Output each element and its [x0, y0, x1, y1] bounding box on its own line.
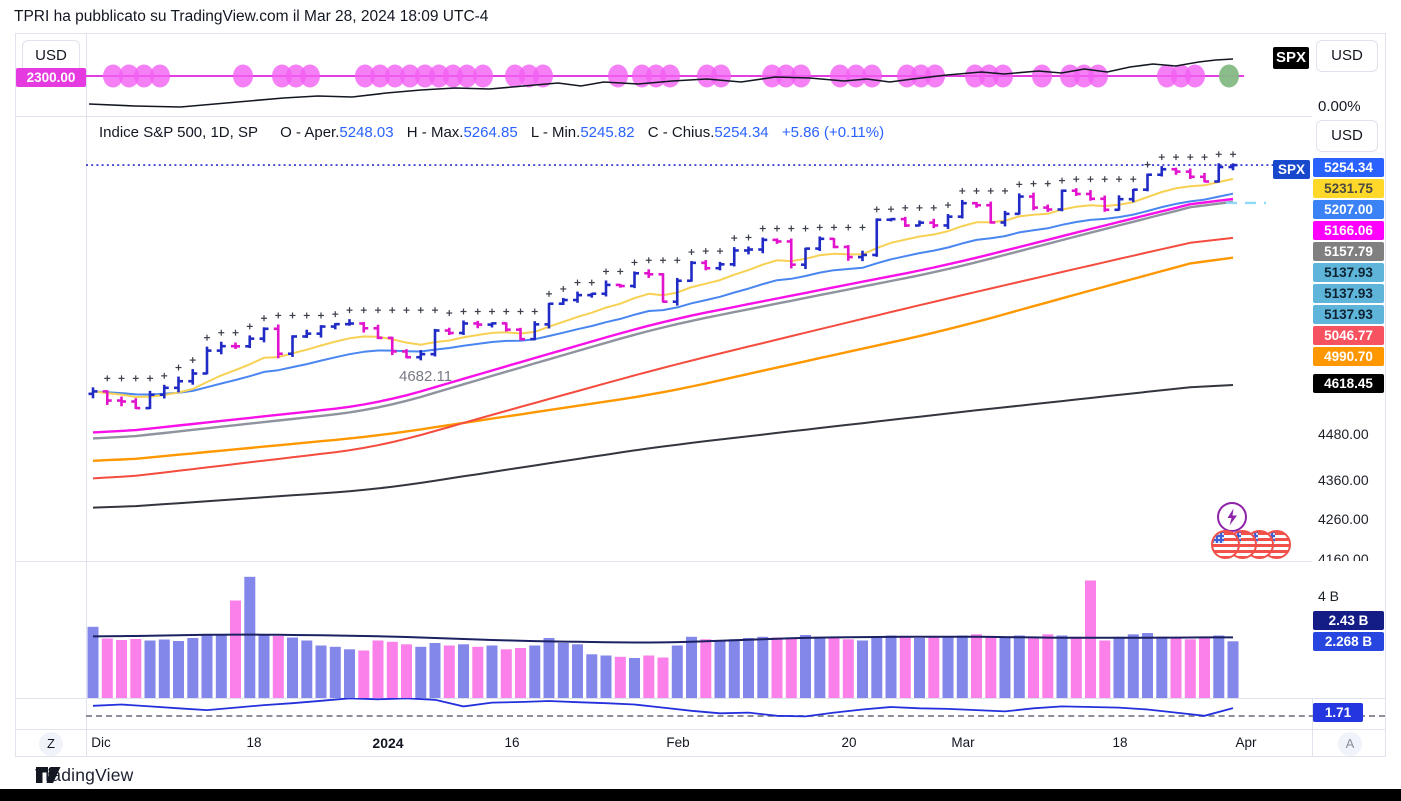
price-scale-tag: 5046.77: [1313, 325, 1384, 345]
ma-magenta: [92, 197, 1234, 434]
chart-widget: USD 2300.00 SPX USD 0.00% Indice S&P 500…: [15, 33, 1386, 757]
oscillator-scale[interactable]: 1.71: [1312, 698, 1385, 729]
pane-divider: [16, 116, 1385, 117]
main-symbol-tag: SPX: [1273, 160, 1310, 179]
legend-symbol: Indice S&P 500, 1D, SP: [99, 124, 258, 141]
ohlc-bars: [88, 163, 1238, 410]
pane-divider: [16, 698, 1385, 699]
oscillator-pane-canvas[interactable]: [86, 698, 1312, 729]
currency-button-main[interactable]: USD: [1316, 120, 1378, 152]
time-axis-tick: 20: [841, 735, 857, 750]
overview-chart: [86, 58, 1244, 108]
time-axis-tick: 18: [1112, 735, 1128, 750]
time-axis-tick: 16: [504, 735, 520, 750]
overview-symbol-tag: SPX: [1273, 47, 1309, 69]
price-scale-tick: 4260.00: [1318, 510, 1369, 527]
volume-bars: [87, 576, 1239, 698]
publish-header: TPRI ha pubblicato su TradingView.com il…: [14, 8, 489, 25]
price-scale-tick: 4360.00: [1318, 471, 1369, 488]
price-scale-tag: 5137.93: [1313, 262, 1384, 282]
time-tick-row: Dic 18 2024 16 Feb 20 Mar 18 Apr: [86, 729, 1312, 757]
volume-axis-tick: 4 B: [1318, 588, 1340, 604]
price-scale-tag: 5231.75: [1313, 178, 1384, 198]
price-scale-tag: 2.268 B: [1313, 631, 1384, 651]
price-annotation: 4682.11: [399, 368, 453, 385]
price-scale-tag: 5137.93: [1313, 283, 1384, 303]
auto-scale-button[interactable]: A: [1338, 732, 1362, 756]
main-chart: [86, 151, 1312, 509]
volume-chart: [87, 576, 1239, 698]
pane-divider: [16, 561, 1385, 562]
time-axis-tick: Mar: [951, 735, 975, 750]
main-price-scale[interactable]: USD 5254.34 5231.75 5207.00 5166.06 5157.79 5…: [1312, 116, 1385, 567]
time-axis-tick: Dic: [91, 735, 111, 750]
time-axis-tick: Apr: [1235, 735, 1257, 750]
scale-divider-left: [86, 34, 87, 756]
price-scale-tag: 2.43 B: [1313, 610, 1384, 630]
price-scale-tag: 5166.06: [1313, 220, 1384, 240]
ma-gray: [92, 200, 1234, 440]
price-scale-tag: 5254.34: [1313, 157, 1384, 177]
time-axis[interactable]: Z Dic 18 2024 16 Feb 20 Mar 18 Apr A: [16, 729, 1385, 757]
time-axis-tick: 2024: [372, 735, 404, 751]
event-dot-last: [1219, 64, 1239, 88]
currency-button-top-left[interactable]: USD: [22, 40, 80, 72]
chart-legend: Indice S&P 500, 1D, SP O - Aper.5248.03 …: [99, 124, 885, 141]
tradingview-logo-icon: [36, 767, 61, 783]
timezone-button[interactable]: Z: [39, 732, 63, 756]
level-price-tag: 2300.00: [16, 68, 86, 87]
price-scale-tick: 4480.00: [1318, 426, 1369, 442]
ma-red: [92, 236, 1234, 480]
oscillator-baseline: [86, 715, 1385, 717]
ema-21-blue: [92, 192, 1234, 396]
tradingview-brand: TradingView: [35, 765, 134, 785]
volume-pane-canvas[interactable]: [86, 561, 1312, 698]
top-right-price-scale[interactable]: USD 0.00%: [1312, 34, 1385, 116]
overview-pane-canvas[interactable]: SPX: [86, 34, 1312, 116]
tradingview-footer-link[interactable]: TradingView: [35, 765, 134, 786]
price-scale-tag: 4990.70: [1313, 346, 1384, 366]
bottom-black-bar: [0, 789, 1401, 801]
highest-high-markers: [104, 151, 1236, 382]
overview-price-line: [88, 58, 1234, 108]
volume-ma-line: [92, 633, 1233, 644]
main-pane-canvas[interactable]: Indice S&P 500, 1D, SP O - Aper.5248.03 …: [86, 116, 1312, 561]
ma-orange: [92, 256, 1234, 462]
us-flag-icon[interactable]: [1211, 530, 1240, 559]
overview-change-percent: 0.00%: [1318, 98, 1361, 115]
legend-change: +5.86 (+0.11%): [781, 124, 885, 141]
oscillator-chart: [92, 698, 1234, 718]
price-scale-tag: 5157.79: [1313, 241, 1384, 261]
price-scale-tag: 5207.00: [1313, 199, 1384, 219]
lightning-icon[interactable]: [1217, 502, 1247, 532]
currency-button-top-right[interactable]: USD: [1316, 40, 1378, 72]
volume-scale[interactable]: 4 B 2.43 B 2.268 B: [1312, 561, 1385, 698]
ma-black-200: [92, 384, 1234, 509]
event-dots: [103, 64, 1239, 88]
price-scale-tag: 1.71: [1313, 702, 1363, 722]
oscillator-line: [92, 698, 1234, 718]
time-axis-tick: 18: [246, 735, 262, 750]
top-left-price-scale[interactable]: USD 2300.00: [16, 34, 86, 116]
pane-divider: [16, 729, 1385, 730]
price-scale-tag: 5137.93: [1313, 304, 1384, 324]
time-axis-tick: Feb: [666, 735, 690, 750]
price-scale-tag: 4618.45: [1313, 373, 1384, 393]
